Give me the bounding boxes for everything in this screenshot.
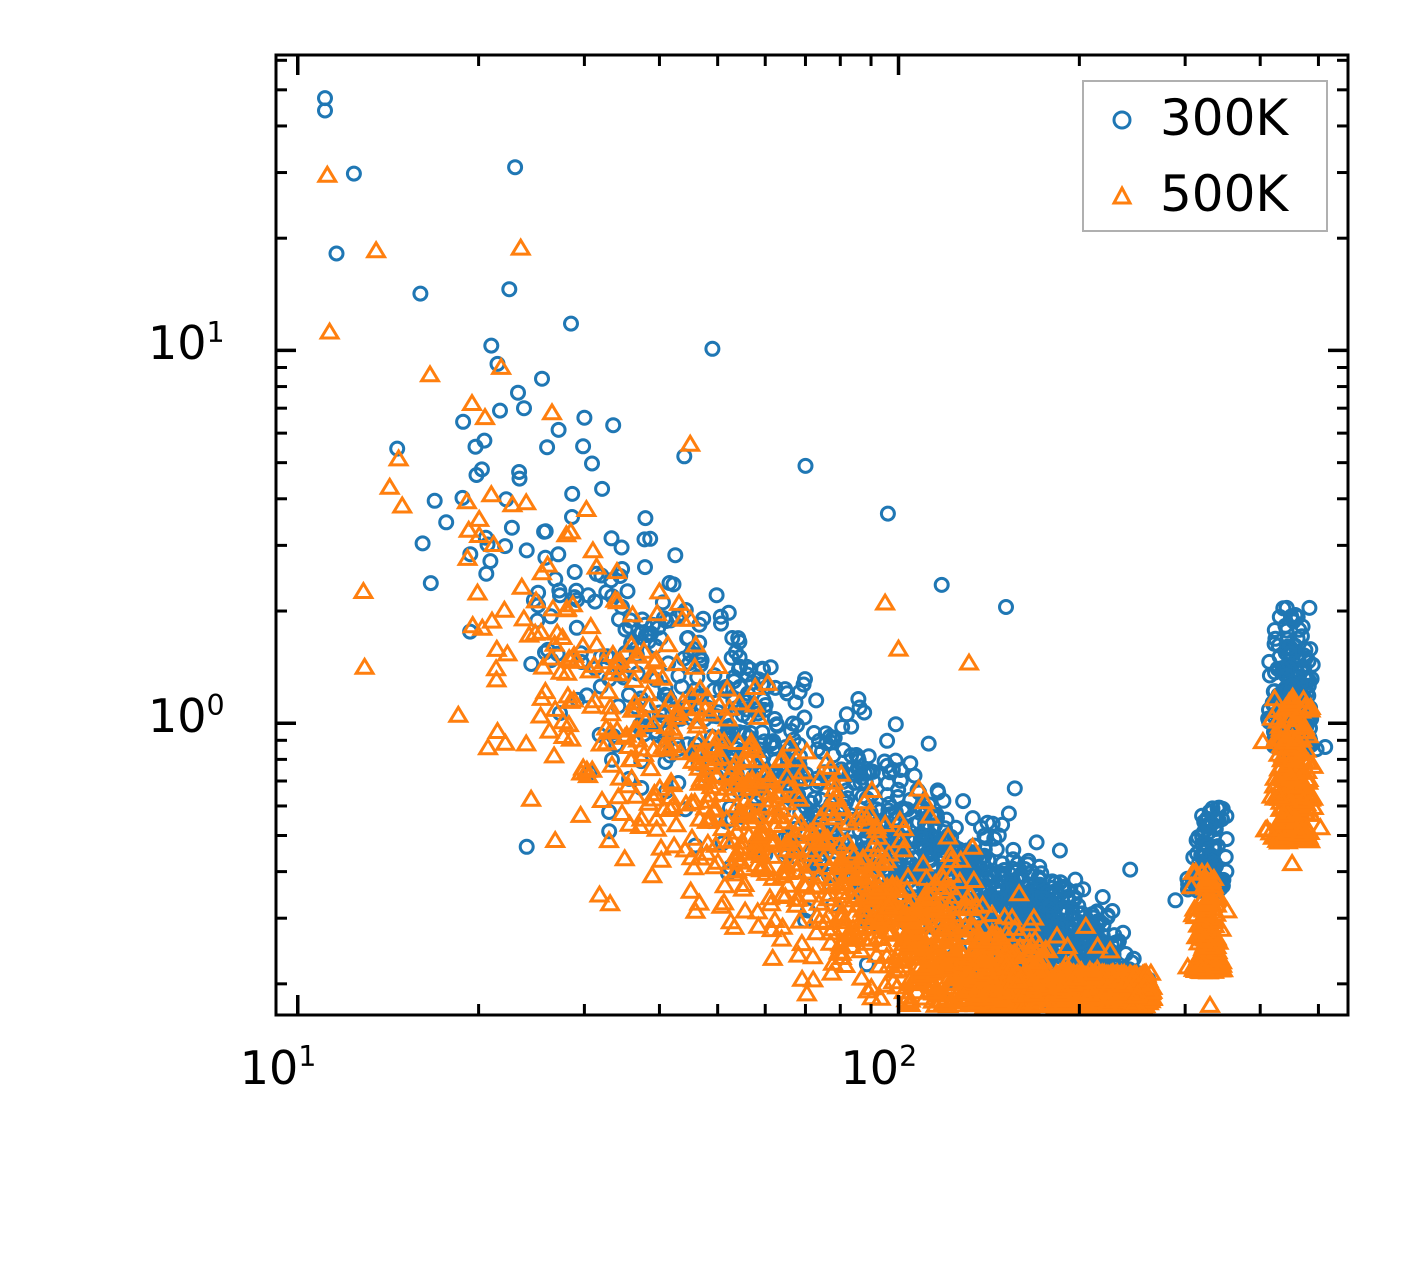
circle-open-icon: [1084, 105, 1160, 135]
axis-ticks: [276, 55, 1348, 1015]
legend-label-300k: 300K: [1160, 89, 1289, 147]
ytick-label-10e1: 101: [148, 315, 225, 371]
axes-frame: [274, 53, 1350, 1017]
series-500k: [316, 164, 1332, 1015]
legend-item-500k[interactable]: 500K: [1084, 158, 1330, 234]
triangle-up-open-icon: [1084, 181, 1160, 211]
ytick-label-10e0: 100: [148, 688, 225, 744]
xtick-label-10e2: 102: [840, 1040, 918, 1095]
xtick-label-10e1: 101: [239, 1040, 317, 1095]
data-points-layer: [316, 90, 1334, 1015]
legend-label-500k: 500K: [1160, 165, 1289, 223]
legend[interactable]: 300K 500K: [1082, 80, 1328, 232]
y-axis-label-wrap: [0, 0, 110, 1070]
legend-item-300k[interactable]: 300K: [1084, 82, 1330, 158]
